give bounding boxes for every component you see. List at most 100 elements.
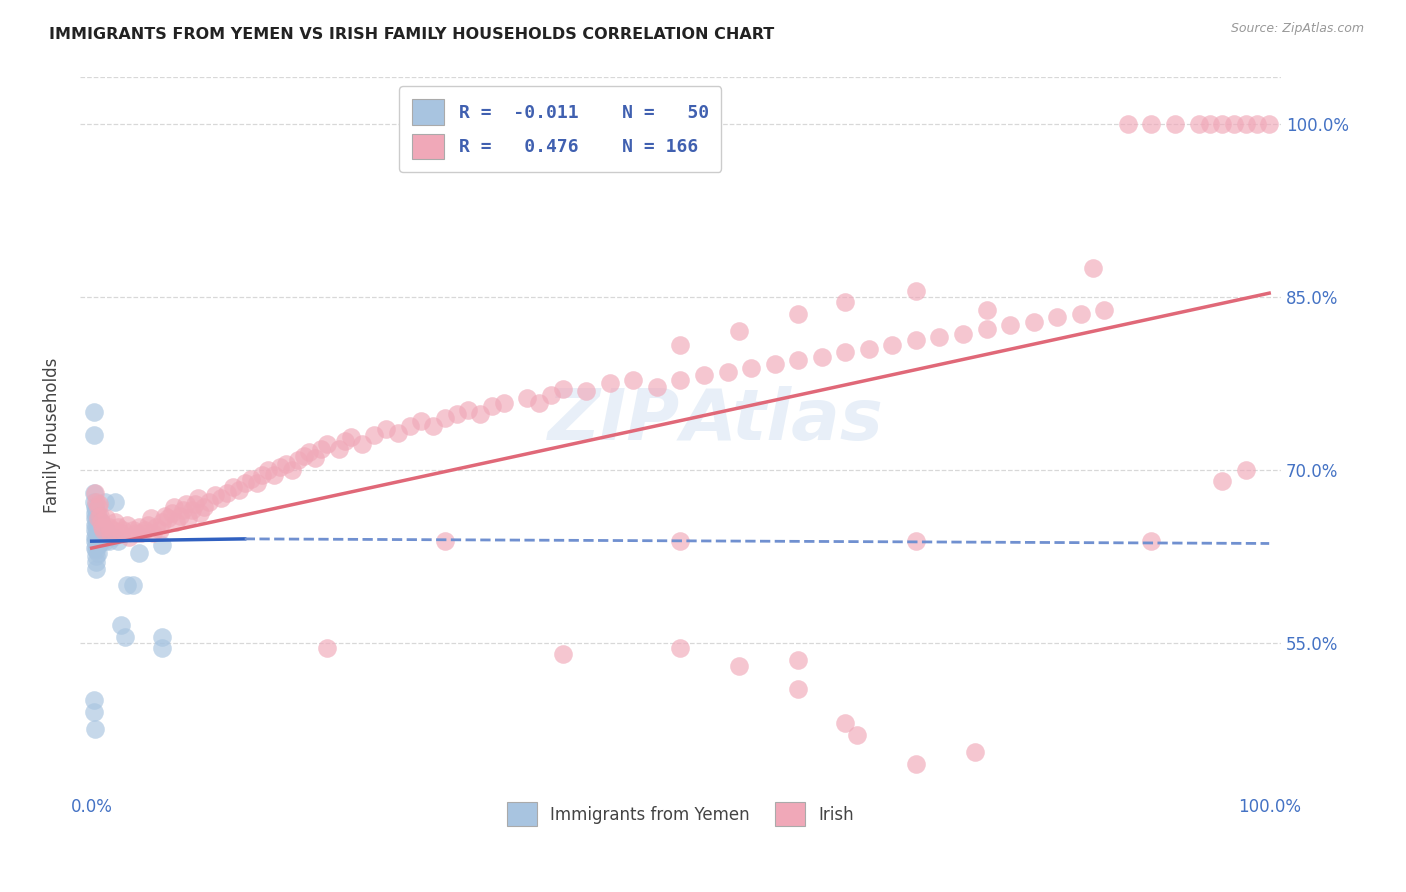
- Point: [114, 630, 136, 644]
- Point: [215, 485, 238, 500]
- Point: [90, 515, 112, 529]
- Point: [333, 434, 356, 448]
- Point: [86, 518, 108, 533]
- Point: [492, 396, 515, 410]
- Point: [169, 508, 191, 523]
- Point: [1246, 117, 1268, 131]
- Point: [834, 345, 856, 359]
- Point: [716, 365, 738, 379]
- Point: [93, 523, 115, 537]
- Point: [904, 284, 927, 298]
- Point: [121, 578, 143, 592]
- Point: [457, 402, 479, 417]
- Point: [165, 515, 187, 529]
- Point: [787, 353, 810, 368]
- Point: [188, 507, 211, 521]
- Point: [481, 399, 503, 413]
- Point: [298, 445, 321, 459]
- Point: [1092, 303, 1115, 318]
- Point: [163, 500, 186, 514]
- Point: [1199, 117, 1222, 131]
- Point: [86, 526, 108, 541]
- Point: [387, 425, 409, 440]
- Point: [89, 520, 111, 534]
- Point: [125, 526, 148, 541]
- Point: [292, 449, 315, 463]
- Point: [86, 508, 108, 523]
- Point: [239, 472, 262, 486]
- Point: [551, 382, 574, 396]
- Point: [93, 534, 115, 549]
- Point: [398, 418, 420, 433]
- Point: [551, 647, 574, 661]
- Point: [134, 523, 156, 537]
- Point: [83, 693, 105, 707]
- Point: [107, 520, 129, 534]
- Point: [84, 523, 107, 537]
- Point: [149, 523, 172, 537]
- Point: [904, 334, 927, 348]
- Point: [89, 508, 111, 523]
- Text: Source: ZipAtlas.com: Source: ZipAtlas.com: [1230, 22, 1364, 36]
- Point: [446, 407, 468, 421]
- Point: [96, 530, 118, 544]
- Point: [83, 405, 105, 419]
- Point: [411, 414, 433, 428]
- Point: [104, 515, 127, 529]
- Point: [575, 384, 598, 399]
- Point: [86, 546, 108, 560]
- Text: Atlas: Atlas: [681, 386, 883, 455]
- Point: [84, 485, 107, 500]
- Point: [1164, 117, 1187, 131]
- Point: [150, 630, 173, 644]
- Point: [252, 468, 274, 483]
- Point: [1116, 117, 1139, 131]
- Point: [433, 534, 456, 549]
- Point: [1187, 117, 1209, 131]
- Point: [645, 379, 668, 393]
- Point: [86, 543, 108, 558]
- Point: [100, 526, 122, 541]
- Point: [153, 508, 176, 523]
- Point: [84, 511, 107, 525]
- Point: [84, 500, 107, 514]
- Point: [128, 546, 150, 560]
- Point: [87, 497, 110, 511]
- Point: [128, 520, 150, 534]
- Point: [150, 538, 173, 552]
- Point: [1211, 117, 1233, 131]
- Point: [904, 534, 927, 549]
- Point: [87, 523, 110, 537]
- Point: [84, 541, 107, 555]
- Point: [86, 538, 108, 552]
- Point: [787, 653, 810, 667]
- Point: [787, 681, 810, 696]
- Point: [174, 497, 197, 511]
- Point: [810, 350, 832, 364]
- Point: [87, 530, 110, 544]
- Point: [998, 318, 1021, 333]
- Point: [193, 500, 215, 514]
- Point: [86, 500, 108, 514]
- Point: [304, 451, 326, 466]
- Point: [669, 641, 692, 656]
- Point: [274, 457, 297, 471]
- Point: [86, 511, 108, 525]
- Point: [118, 530, 141, 544]
- Point: [621, 373, 644, 387]
- Y-axis label: Family Households: Family Households: [44, 358, 60, 513]
- Point: [101, 523, 124, 537]
- Point: [728, 324, 751, 338]
- Point: [157, 511, 180, 525]
- Point: [516, 391, 538, 405]
- Point: [233, 476, 256, 491]
- Point: [86, 555, 108, 569]
- Point: [115, 518, 138, 533]
- Point: [91, 534, 114, 549]
- Point: [363, 428, 385, 442]
- Point: [112, 523, 135, 537]
- Point: [693, 368, 716, 382]
- Point: [309, 442, 332, 456]
- Point: [87, 536, 110, 550]
- Point: [834, 295, 856, 310]
